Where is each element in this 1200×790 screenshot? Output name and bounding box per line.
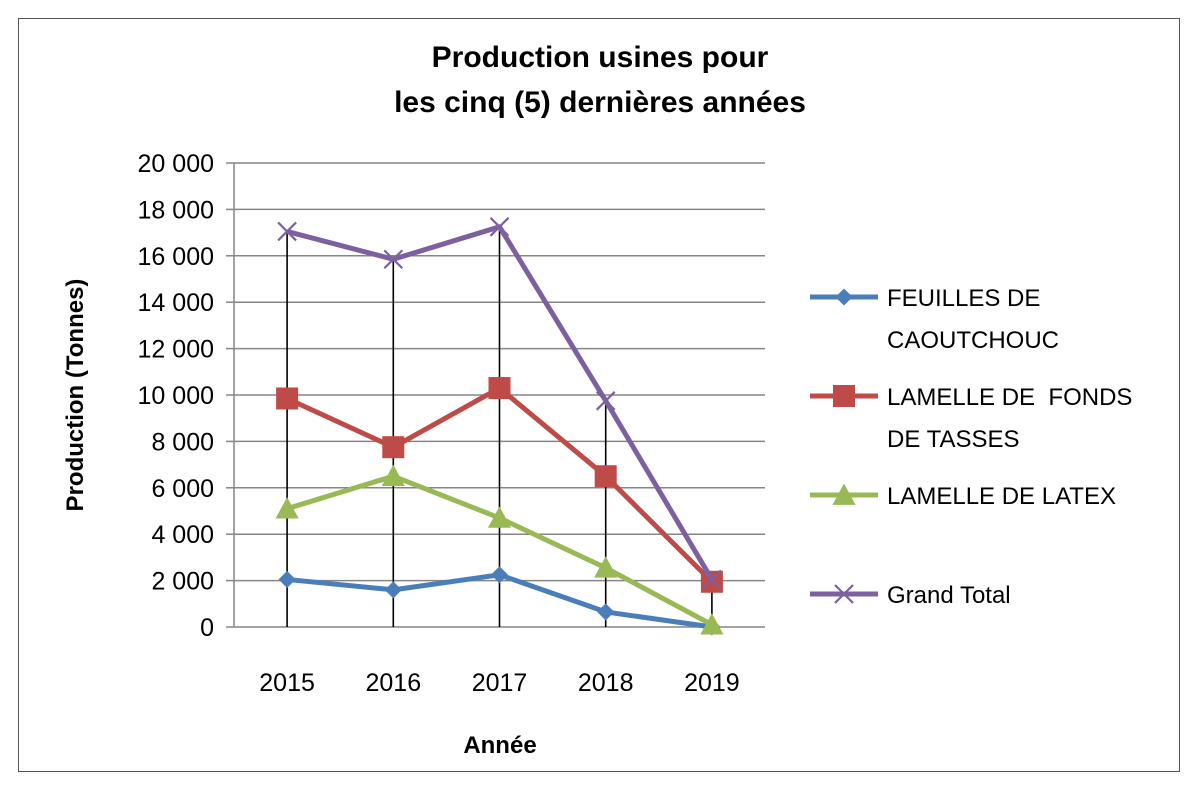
marker-stroke [702,569,722,590]
y-tick-label: 16 000 [138,243,214,271]
data-point [487,506,512,528]
data-point [702,569,722,590]
legend-item: FEUILLES DE CAOUTCHOUC [810,285,1059,354]
data-point [700,613,724,635]
legend-label: LAMELLE DE LATEX [887,483,1116,510]
x-axis-ticks: 2015 2016 2017 2018 2019 [259,669,739,697]
x-axis-label: Année [463,732,536,759]
marker-stroke [277,221,297,242]
legend: FEUILLES DE CAOUTCHOUC LAMELLE DE FONDS DE … [810,285,1132,609]
data-point [384,581,402,599]
y-tick-label: 0 [200,614,214,642]
legend-item: Grand Total [810,582,1011,609]
y-tick-label: 4 000 [151,521,214,549]
data-point [700,570,723,593]
data-point [383,249,404,270]
data-point [488,377,511,400]
series-group [275,217,724,636]
legend-label: DE TASSES [887,426,1020,453]
chart-title-line-1: Production usines pour [432,41,769,74]
data-point [490,566,509,584]
data-point [382,436,405,459]
legend-label: LAMELLE DE FONDS [887,384,1132,411]
legend-label: Grand Total [887,582,1011,609]
marker-stroke [834,584,854,604]
data-point [595,391,616,411]
legend-marker [834,584,854,604]
series-3 [277,217,722,590]
x-tick-label: 2017 [472,669,528,697]
y-tick-label: 2 000 [151,568,214,596]
marker-stroke [489,217,510,237]
x-tick-label: 2019 [684,669,740,697]
data-point [278,570,296,588]
data-point [594,556,618,578]
marker-stroke [383,249,404,270]
y-tick-label: 6 000 [151,475,214,503]
legend-label: FEUILLES DE [887,285,1040,312]
y-tick-label: 12 000 [138,336,214,364]
y-tick-label: 18 000 [138,196,214,224]
x-tick-label: 2018 [578,669,634,697]
series-1 [276,377,723,593]
series-2 [275,464,724,635]
data-point [276,387,299,410]
legend-item: LAMELLE DE LATEX [810,483,1116,510]
y-axis-label: Production (Tonnes) [62,279,89,512]
x-tick-label: 2016 [365,669,421,697]
legend-marker [832,483,856,505]
data-point [597,603,615,621]
data-point [489,217,510,237]
data-point [381,464,405,487]
marker-stroke [595,391,616,411]
y-tick-label: 10 000 [138,382,214,410]
legend-item: LAMELLE DE FONDS DE TASSES [810,384,1132,453]
y-tick-label: 8 000 [151,428,214,456]
y-axis-ticks: 0 2 000 4 000 6 000 8 000 10 000 12 000 14 000 1… [138,150,214,642]
legend-marker [833,385,855,407]
legend-label: CAOUTCHOUC [887,327,1059,354]
y-tick-label: 20 000 [138,150,214,178]
x-tick-label: 2015 [259,669,315,697]
chart-title-line-2: les cinq (5) dernières années [394,86,806,119]
y-tick-label: 14 000 [138,289,214,317]
legend-marker [835,288,853,306]
data-point [594,465,617,488]
data-point [275,497,299,519]
data-point [277,221,297,242]
